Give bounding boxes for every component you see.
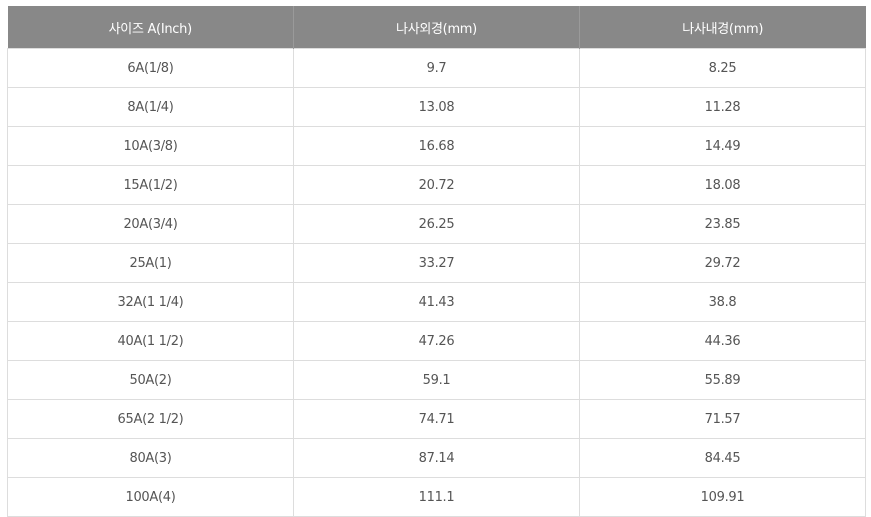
cell-inner-diameter: 23.85 — [579, 204, 866, 244]
cell-outer-diameter: 47.26 — [293, 321, 580, 361]
header-row: 사이즈 A(Inch) 나사외경(mm) 나사내경(mm) — [7, 6, 866, 49]
table-row: 10A(3/8) 16.68 14.49 — [7, 126, 866, 166]
cell-inner-diameter: 38.8 — [579, 282, 866, 322]
table-row: 20A(3/4) 26.25 23.85 — [7, 204, 866, 244]
cell-inner-diameter: 14.49 — [579, 126, 866, 166]
cell-outer-diameter: 9.7 — [293, 48, 580, 88]
header-outer-diameter: 나사외경(mm) — [293, 6, 580, 49]
table-row: 32A(1 1/4) 41.43 38.8 — [7, 282, 866, 322]
cell-size: 100A(4) — [7, 477, 294, 517]
cell-outer-diameter: 16.68 — [293, 126, 580, 166]
table-row: 80A(3) 87.14 84.45 — [7, 438, 866, 478]
cell-inner-diameter: 109.91 — [579, 477, 866, 517]
cell-inner-diameter: 18.08 — [579, 165, 866, 205]
cell-outer-diameter: 26.25 — [293, 204, 580, 244]
cell-outer-diameter: 74.71 — [293, 399, 580, 439]
header-size: 사이즈 A(Inch) — [7, 6, 294, 49]
cell-size: 20A(3/4) — [7, 204, 294, 244]
cell-size: 25A(1) — [7, 243, 294, 283]
table-row: 15A(1/2) 20.72 18.08 — [7, 165, 866, 205]
cell-outer-diameter: 59.1 — [293, 360, 580, 400]
cell-inner-diameter: 8.25 — [579, 48, 866, 88]
table-row: 100A(4) 111.1 109.91 — [7, 477, 866, 517]
pipe-thread-size-table: 사이즈 A(Inch) 나사외경(mm) 나사내경(mm) 6A(1/8) 9.7… — [7, 6, 866, 517]
table-row: 40A(1 1/2) 47.26 44.36 — [7, 321, 866, 361]
cell-outer-diameter: 13.08 — [293, 87, 580, 127]
cell-outer-diameter: 33.27 — [293, 243, 580, 283]
cell-outer-diameter: 87.14 — [293, 438, 580, 478]
cell-inner-diameter: 55.89 — [579, 360, 866, 400]
table-row: 65A(2 1/2) 74.71 71.57 — [7, 399, 866, 439]
table-header: 사이즈 A(Inch) 나사외경(mm) 나사내경(mm) — [7, 6, 866, 49]
cell-inner-diameter: 29.72 — [579, 243, 866, 283]
cell-size: 32A(1 1/4) — [7, 282, 294, 322]
cell-outer-diameter: 111.1 — [293, 477, 580, 517]
cell-size: 8A(1/4) — [7, 87, 294, 127]
cell-size: 15A(1/2) — [7, 165, 294, 205]
table-body: 6A(1/8) 9.7 8.25 8A(1/4) 13.08 11.28 10A(3/8) 1… — [7, 48, 866, 517]
table-row: 6A(1/8) 9.7 8.25 — [7, 48, 866, 88]
cell-size: 10A(3/8) — [7, 126, 294, 166]
cell-outer-diameter: 41.43 — [293, 282, 580, 322]
cell-size: 40A(1 1/2) — [7, 321, 294, 361]
cell-outer-diameter: 20.72 — [293, 165, 580, 205]
cell-size: 65A(2 1/2) — [7, 399, 294, 439]
table-row: 25A(1) 33.27 29.72 — [7, 243, 866, 283]
cell-size: 80A(3) — [7, 438, 294, 478]
table-row: 8A(1/4) 13.08 11.28 — [7, 87, 866, 127]
cell-size: 6A(1/8) — [7, 48, 294, 88]
header-inner-diameter: 나사내경(mm) — [579, 6, 866, 49]
cell-inner-diameter: 84.45 — [579, 438, 866, 478]
cell-inner-diameter: 44.36 — [579, 321, 866, 361]
cell-inner-diameter: 11.28 — [579, 87, 866, 127]
table-row: 50A(2) 59.1 55.89 — [7, 360, 866, 400]
cell-size: 50A(2) — [7, 360, 294, 400]
cell-inner-diameter: 71.57 — [579, 399, 866, 439]
